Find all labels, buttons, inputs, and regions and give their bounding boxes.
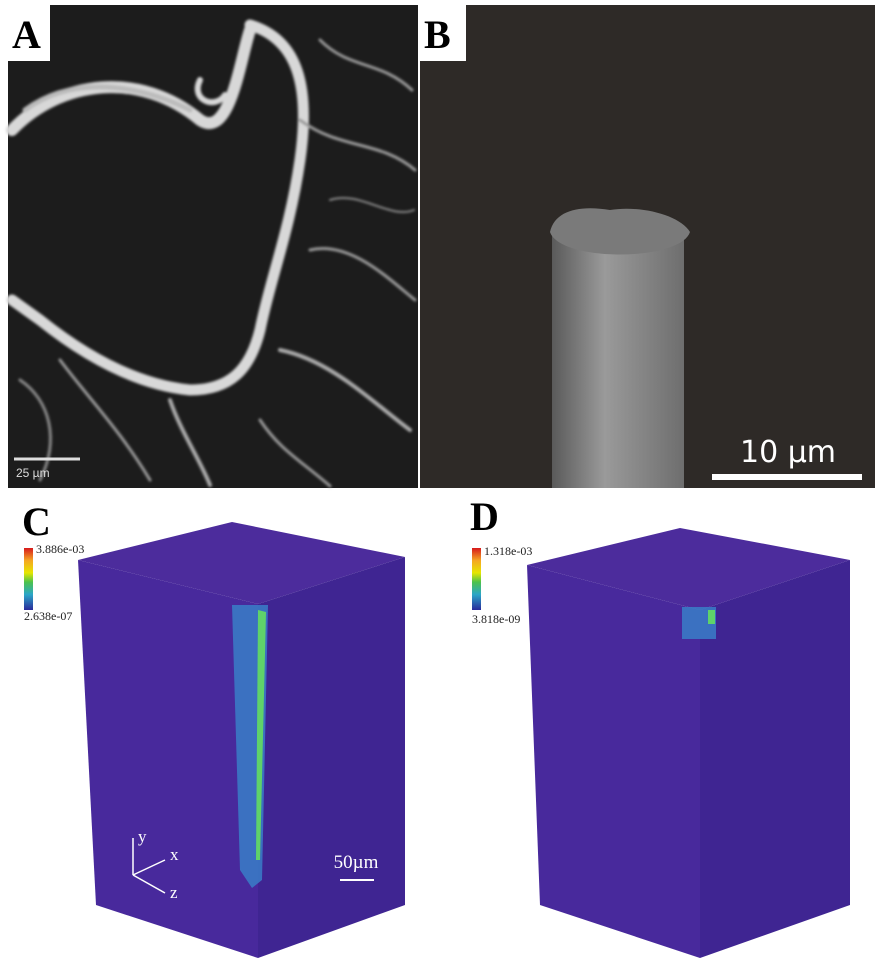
axis-x: x — [170, 845, 179, 864]
panel-label: B — [424, 12, 451, 57]
box-left — [78, 560, 258, 958]
panel-label: C — [22, 499, 51, 544]
scale-bar-label: 10 µm — [740, 435, 836, 470]
micrograph-a — [8, 5, 418, 488]
axis-y: y — [138, 827, 147, 846]
colorbar — [472, 548, 481, 610]
scale-bar-label: 25 µm — [16, 466, 50, 480]
colorbar — [24, 548, 33, 610]
colorbar-min: 2.638e-07 — [24, 609, 72, 623]
axis-z: z — [170, 883, 178, 902]
microelectrode — [552, 228, 684, 488]
scale-bar-label: 50µm — [334, 852, 379, 873]
box-left — [527, 565, 700, 958]
colorbar-max: 3.886e-03 — [36, 542, 84, 556]
panel-label: A — [12, 12, 41, 57]
colorbar-max: 1.318e-03 — [484, 544, 532, 558]
page: {"panels": [ {"label": "A", "scale_bar":… — [0, 0, 880, 960]
box-right — [700, 560, 850, 958]
panel-label: D — [470, 494, 499, 539]
panel-b: B 10 µm — [420, 5, 875, 488]
box-right — [258, 557, 405, 958]
colorbar-min: 3.818e-09 — [472, 612, 520, 626]
panel-c: C 3.886e-03 2.638e-07 y x z 50µm — [22, 499, 405, 958]
high-field — [708, 610, 715, 624]
figure: A 25 µm B 10 µm C 3.886e-03 2.638e-07 y … — [0, 0, 880, 960]
panel-d: D 1.318e-03 3.818e-09 — [470, 494, 850, 958]
panel-a: A 25 µm — [8, 5, 418, 488]
